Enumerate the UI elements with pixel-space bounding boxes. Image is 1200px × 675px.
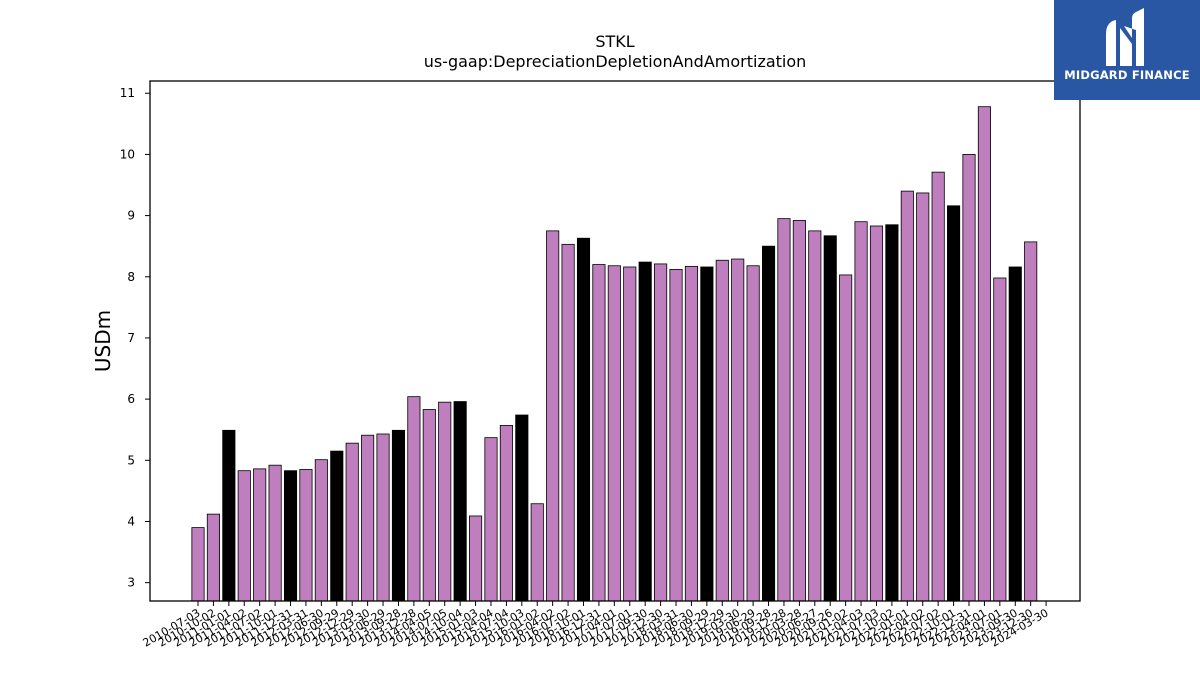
y-tick-label: 9 [127,209,135,223]
bar-2015-01-03 [469,515,483,602]
bar-2016-04-02 [546,230,560,602]
y-tick-label: 10 [120,147,135,161]
bar-2012-03-31 [299,469,313,602]
bar-2020-03-28 [792,220,806,602]
bar-2022-07-02 [931,171,945,602]
bar-2017-09-30 [638,261,652,602]
bar-2019-09-28 [761,245,776,602]
bar-2014-04-05 [422,409,436,602]
bars-group [191,106,1038,602]
bar-2016-01-02 [530,503,544,602]
bar-2014-07-05 [438,401,452,602]
chart-subtitle: us-gaap:DepreciationDepletionAndAmortiza… [423,52,807,71]
bar-2018-06-30 [684,265,698,602]
bar-2012-06-30 [314,459,328,602]
bar-2020-06-27 [808,230,822,602]
bar-2013-12-28 [407,396,421,602]
x-axis: 2010-07-032010-10-022011-01-012011-04-02… [141,601,1051,650]
y-tick-label: 6 [127,392,135,406]
bar-2011-07-02 [253,468,267,602]
bar-2023-09-30 [1008,266,1022,602]
bar-2016-12-31 [592,264,606,602]
bar-2017-04-01 [607,265,621,602]
bar-2021-10-02 [885,224,899,602]
bar-2016-10-01 [576,237,591,602]
bar-2012-09-29 [330,450,344,602]
bar-2021-07-03 [869,225,884,602]
y-tick-label: 8 [127,270,135,284]
bar-2016-07-02 [561,243,575,602]
bar-2014-10-04 [453,401,467,602]
y-tick-label: 4 [127,514,135,528]
bar-2010-07-03 [191,527,205,602]
brand-logo: MIDGARD FINANCE [1054,0,1200,100]
bar-2013-06-29 [376,433,390,602]
brand-name: MIDGARD FINANCE [1064,68,1190,82]
bar-2019-03-30 [731,258,745,602]
y-tick-label: 3 [127,576,135,590]
y-tick-label: 5 [127,453,135,467]
y-axis: 3 4 5 6 7 8 9 10 11 [120,86,150,590]
bar-2013-09-28 [391,429,406,602]
y-axis-label: USDm [91,310,115,372]
bar-2015-10-03 [515,414,529,602]
bar-2015-04-04 [484,437,498,602]
y-tick-label: 7 [127,331,135,345]
bar-2015-07-04 [499,425,513,602]
bar-2021-01-02 [839,274,853,602]
bar-2018-09-29 [700,266,714,602]
bar-2010-10-02 [206,513,220,602]
bar-2020-09-26 [823,235,837,602]
bar-2011-10-01 [268,464,282,602]
bar-2013-03-30 [361,434,375,602]
bar-2011-01-01 [222,429,236,602]
bar-2023-04-01 [977,106,991,602]
bar-2017-12-30 [654,263,668,602]
bar-2018-12-29 [715,259,729,602]
bar-2023-12-30 [1024,241,1038,602]
bar-2012-12-29 [345,442,359,602]
bar-2011-04-02 [237,470,251,602]
bar-2011-12-31 [283,470,298,602]
bar-2023-07-01 [993,277,1007,602]
bar-2022-04-02 [916,192,930,602]
bar-2019-06-29 [746,265,760,602]
y-tick-label: 11 [120,86,135,100]
plot-frame [149,80,1081,602]
bar-2022-12-31 [962,154,976,602]
chart-title: STKL [595,32,635,51]
bar-2022-10-01 [947,205,961,602]
midgard-logo-icon [1106,8,1144,66]
bar-2019-12-28 [777,218,791,602]
bar-2018-03-31 [669,269,683,602]
bar-2017-07-01 [623,266,637,602]
bar-2021-04-03 [854,221,868,602]
bar-2022-01-01 [900,190,914,602]
